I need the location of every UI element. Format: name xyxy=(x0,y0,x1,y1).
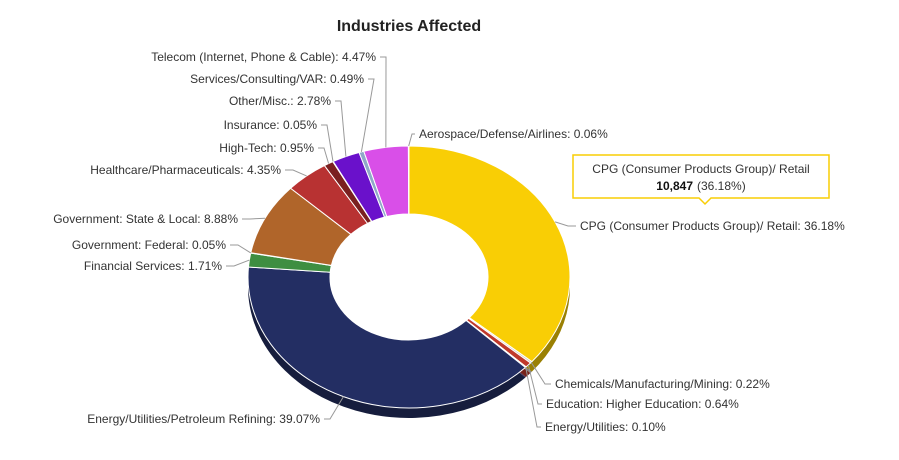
slice-label: High-Tech: 0.95% xyxy=(219,141,314,155)
tooltip-value: 10,847 (36.18%) xyxy=(656,179,745,193)
leader-line xyxy=(408,133,415,147)
label-leader-lines xyxy=(226,56,576,428)
leader-line xyxy=(360,78,375,152)
leader-line xyxy=(242,217,266,220)
tooltip: CPG (Consumer Products Group)/ Retail 10… xyxy=(572,154,830,206)
slice-label: Services/Consulting/VAR: 0.49% xyxy=(190,72,364,86)
tooltip-percent: (36.18%) xyxy=(697,179,746,193)
tooltip-count: 10,847 xyxy=(656,179,693,193)
chart-title: Industries Affected xyxy=(337,18,481,35)
slice-label: Education: Higher Education: 0.64% xyxy=(546,397,739,411)
leader-line xyxy=(380,56,387,148)
leader-line xyxy=(230,244,252,254)
slice-label: CPG (Consumer Products Group)/ Retail: 3… xyxy=(580,219,845,233)
slice-label: Financial Services: 1.71% xyxy=(84,259,222,273)
slice-aerospace-defense-airlines[interactable] xyxy=(407,145,410,215)
leader-line xyxy=(530,362,551,385)
donut-hole xyxy=(330,214,488,340)
leader-line xyxy=(285,169,307,177)
slice-label: Chemicals/Manufacturing/Mining: 0.22% xyxy=(555,377,770,391)
slice-label: Energy/Utilities/Petroleum Refining: 39.… xyxy=(87,412,320,426)
slice-labels: CPG (Consumer Products Group)/ Retail: 3… xyxy=(53,50,845,434)
leader-line xyxy=(324,396,344,420)
slice-label: Aerospace/Defense/Airlines: 0.06% xyxy=(419,127,608,141)
leader-line xyxy=(527,364,542,405)
donut-slices xyxy=(247,145,571,409)
leader-line xyxy=(321,124,334,162)
tooltip-box xyxy=(572,154,830,206)
slice-label: Government: State & Local: 8.88% xyxy=(53,212,238,226)
slice-label: Telecom (Internet, Phone & Cable): 4.47% xyxy=(151,50,376,64)
slice-label: Other/Misc.: 2.78% xyxy=(229,94,331,108)
slice-label: Healthcare/Pharmaceuticals: 4.35% xyxy=(90,163,281,177)
leader-line xyxy=(335,100,347,157)
slice-label: Insurance: 0.05% xyxy=(224,118,318,132)
leader-line xyxy=(554,221,576,227)
tooltip-name: CPG (Consumer Products Group)/ Retail xyxy=(592,162,809,176)
slice-label: Government: Federal: 0.05% xyxy=(72,238,226,252)
leader-line xyxy=(318,147,330,164)
slice-label: Energy/Utilities: 0.10% xyxy=(545,420,666,434)
leader-line xyxy=(226,259,250,267)
leader-line xyxy=(525,367,541,428)
